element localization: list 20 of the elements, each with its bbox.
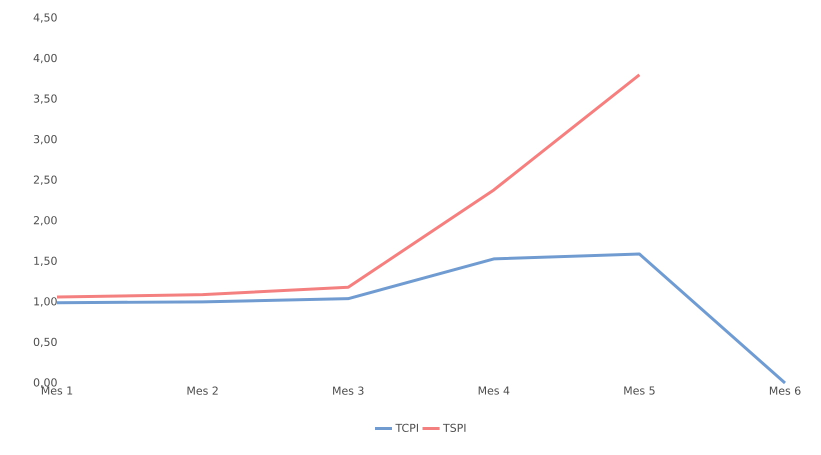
y-tick-label: 3,50 [34, 94, 57, 104]
y-tick-label: 3,00 [34, 134, 57, 144]
x-tick-label: Mes 4 [478, 386, 510, 395]
x-tick-label: Mes 5 [624, 386, 655, 395]
line-series [56, 73, 641, 299]
y-tick-label: 2,00 [34, 216, 57, 226]
y-tick-label: 1,00 [34, 297, 57, 307]
y-tick-label: 2,50 [34, 176, 57, 185]
x-tick-label: Mes 2 [188, 386, 218, 395]
x-tick-label: Mes 6 [770, 386, 800, 395]
y-tick-label: 4,00 [34, 54, 57, 64]
legend-label: TSPI [442, 424, 466, 432]
y-tick-label: 0,00 [34, 378, 57, 388]
x-tick-label: Mes 3 [333, 386, 364, 395]
x-tick-label: Mes 1 [42, 386, 72, 395]
y-tick-label: 0,50 [34, 338, 57, 348]
line-series [56, 252, 787, 384]
y-tick-label: 1,50 [34, 256, 57, 266]
legend-label: TCPI [395, 424, 418, 432]
y-tick-label: 4,50 [34, 13, 57, 23]
